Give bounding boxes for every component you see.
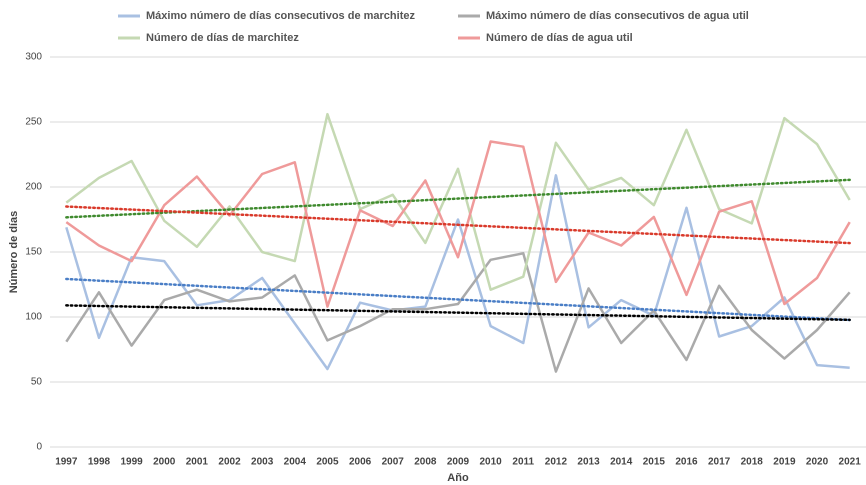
- legend-label: Máximo número de días consecutivos de ag…: [486, 10, 749, 22]
- legend-label: Número de días de marchitez: [146, 32, 299, 44]
- x-tick-label: 2008: [414, 457, 437, 468]
- y-tick-label: 50: [31, 377, 43, 388]
- legend-label: Máximo número de días consecutivos de ma…: [146, 10, 415, 22]
- trend-line: [65, 178, 851, 219]
- x-tick-label: 2003: [251, 457, 274, 468]
- x-tick-label: 2013: [577, 457, 600, 468]
- x-tick-label: 2005: [316, 457, 339, 468]
- y-tick-label: 300: [25, 52, 42, 63]
- trend-line: [65, 277, 851, 322]
- x-tick-label: 2007: [382, 457, 405, 468]
- x-tick-label: 2009: [447, 457, 470, 468]
- x-tick-label: 2000: [153, 457, 176, 468]
- y-tick-label: 200: [25, 182, 42, 193]
- x-tick-label: 1999: [120, 457, 143, 468]
- y-tick-label: 0: [36, 442, 42, 453]
- x-tick-label: 2021: [839, 457, 862, 468]
- y-tick-label: 250: [25, 117, 42, 128]
- y-tick-label: 100: [25, 312, 42, 323]
- x-tick-label: 2001: [186, 457, 209, 468]
- y-axis-label: Número de días: [8, 211, 20, 294]
- x-tick-label: 2011: [512, 457, 534, 468]
- x-tick-label: 2012: [545, 457, 568, 468]
- x-tick-label: 2020: [806, 457, 829, 468]
- x-tick-label: 2002: [218, 457, 241, 468]
- x-tick-label: 2015: [643, 457, 666, 468]
- series-line: [65, 252, 851, 373]
- x-tick-label: 2017: [708, 457, 731, 468]
- trend-line: [65, 304, 851, 322]
- x-tick-label: 2018: [741, 457, 764, 468]
- x-tick-label: 2014: [610, 457, 633, 468]
- x-tick-label: 2019: [773, 457, 796, 468]
- x-axis-label: Año: [447, 472, 469, 484]
- x-tick-label: 2016: [675, 457, 698, 468]
- x-tick-label: 2004: [284, 457, 307, 468]
- series-line: [65, 174, 850, 371]
- x-tick-label: 1997: [55, 457, 78, 468]
- series-line: [65, 140, 851, 308]
- x-tick-label: 2010: [480, 457, 503, 468]
- y-tick-label: 150: [25, 247, 42, 258]
- series-line: [65, 112, 851, 291]
- x-tick-label: 2006: [349, 457, 372, 468]
- x-tick-label: 1998: [88, 457, 111, 468]
- legend-label: Número de días de agua util: [486, 32, 633, 44]
- trend-line: [65, 205, 851, 245]
